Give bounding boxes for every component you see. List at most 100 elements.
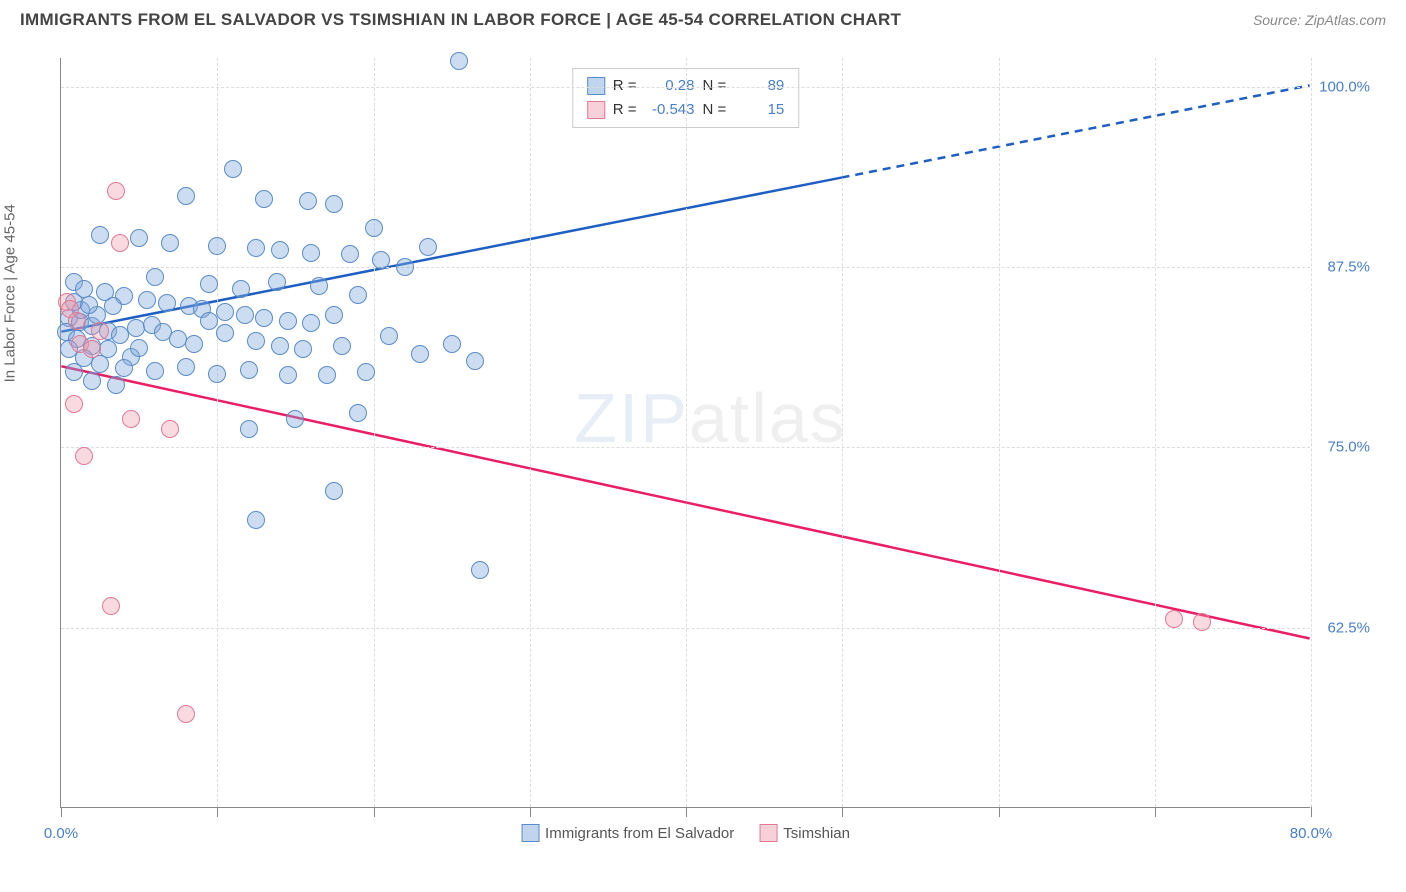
x-tick — [1311, 807, 1312, 817]
r-value-2: -0.543 — [645, 98, 695, 122]
data-point — [471, 561, 489, 579]
data-point — [177, 358, 195, 376]
data-point — [302, 314, 320, 332]
data-point — [236, 306, 254, 324]
gridline-v — [217, 58, 218, 807]
data-point — [75, 447, 93, 465]
r-label: R = — [613, 98, 637, 122]
data-point — [83, 372, 101, 390]
data-point — [161, 420, 179, 438]
data-point — [380, 327, 398, 345]
data-point — [232, 280, 250, 298]
data-point — [68, 312, 86, 330]
swatch-pink-icon — [759, 824, 777, 842]
n-value-2: 15 — [734, 98, 784, 122]
data-point — [443, 335, 461, 353]
data-point — [115, 359, 133, 377]
x-tick — [842, 807, 843, 817]
watermark-bold: ZIP — [574, 379, 689, 457]
y-axis-label: In Labor Force | Age 45-54 — [2, 204, 19, 382]
data-point — [65, 395, 83, 413]
data-point — [271, 241, 289, 259]
data-point — [104, 297, 122, 315]
legend-label-2: Tsimshian — [783, 825, 850, 842]
data-point — [161, 234, 179, 252]
data-point — [146, 362, 164, 380]
data-point — [247, 239, 265, 257]
data-point — [268, 273, 286, 291]
x-tick-label: 0.0% — [44, 825, 78, 842]
data-point — [450, 52, 468, 70]
data-point — [216, 303, 234, 321]
data-point — [396, 258, 414, 276]
data-point — [294, 340, 312, 358]
n-label: N = — [703, 98, 727, 122]
legend-label-1: Immigrants from El Salvador — [545, 825, 734, 842]
x-tick — [530, 807, 531, 817]
chart-title: IMMIGRANTS FROM EL SALVADOR VS TSIMSHIAN… — [20, 10, 901, 30]
data-point — [1193, 613, 1211, 631]
data-point — [349, 404, 367, 422]
x-tick — [1155, 807, 1156, 817]
data-point — [107, 182, 125, 200]
x-tick — [374, 807, 375, 817]
data-point — [419, 238, 437, 256]
y-tick-label: 75.0% — [1327, 439, 1370, 456]
y-tick-label: 62.5% — [1327, 619, 1370, 636]
data-point — [310, 277, 328, 295]
data-point — [255, 190, 273, 208]
data-point — [177, 705, 195, 723]
data-point — [122, 410, 140, 428]
data-point — [224, 160, 242, 178]
gridline-v — [1311, 58, 1312, 807]
swatch-blue-icon — [521, 824, 539, 842]
plot-area: ZIPatlas R = 0.28 N = 89 R = -0.543 N = … — [60, 58, 1310, 808]
data-point — [91, 226, 109, 244]
x-tick — [217, 807, 218, 817]
x-tick-label: 80.0% — [1290, 825, 1333, 842]
watermark: ZIPatlas — [574, 378, 847, 458]
y-tick-label: 87.5% — [1327, 259, 1370, 276]
data-point — [216, 324, 234, 342]
data-point — [325, 195, 343, 213]
data-point — [240, 420, 258, 438]
data-point — [158, 294, 176, 312]
data-point — [411, 345, 429, 363]
x-tick — [686, 807, 687, 817]
data-point — [247, 511, 265, 529]
data-point — [102, 597, 120, 615]
data-point — [240, 361, 258, 379]
data-point — [65, 363, 83, 381]
legend-item-1: Immigrants from El Salvador — [521, 824, 734, 842]
data-point — [255, 309, 273, 327]
data-point — [333, 337, 351, 355]
data-point — [279, 366, 297, 384]
gridline-v — [686, 58, 687, 807]
data-point — [200, 312, 218, 330]
data-point — [177, 187, 195, 205]
data-point — [325, 306, 343, 324]
data-point — [130, 229, 148, 247]
data-point — [341, 245, 359, 263]
data-point — [299, 192, 317, 210]
data-point — [365, 219, 383, 237]
data-point — [372, 251, 390, 269]
data-point — [1165, 610, 1183, 628]
data-point — [325, 482, 343, 500]
data-point — [111, 234, 129, 252]
legend: Immigrants from El Salvador Tsimshian — [521, 824, 850, 842]
data-point — [83, 340, 101, 358]
data-point — [138, 291, 156, 309]
data-point — [200, 275, 218, 293]
gridline-v — [1155, 58, 1156, 807]
data-point — [349, 286, 367, 304]
data-point — [185, 335, 203, 353]
x-tick — [999, 807, 1000, 817]
source-attribution: Source: ZipAtlas.com — [1253, 12, 1386, 28]
trend-line — [842, 85, 1310, 177]
swatch-pink-icon — [587, 101, 605, 119]
y-tick-label: 100.0% — [1319, 78, 1370, 95]
data-point — [286, 410, 304, 428]
data-point — [357, 363, 375, 381]
watermark-light: atlas — [689, 379, 847, 457]
